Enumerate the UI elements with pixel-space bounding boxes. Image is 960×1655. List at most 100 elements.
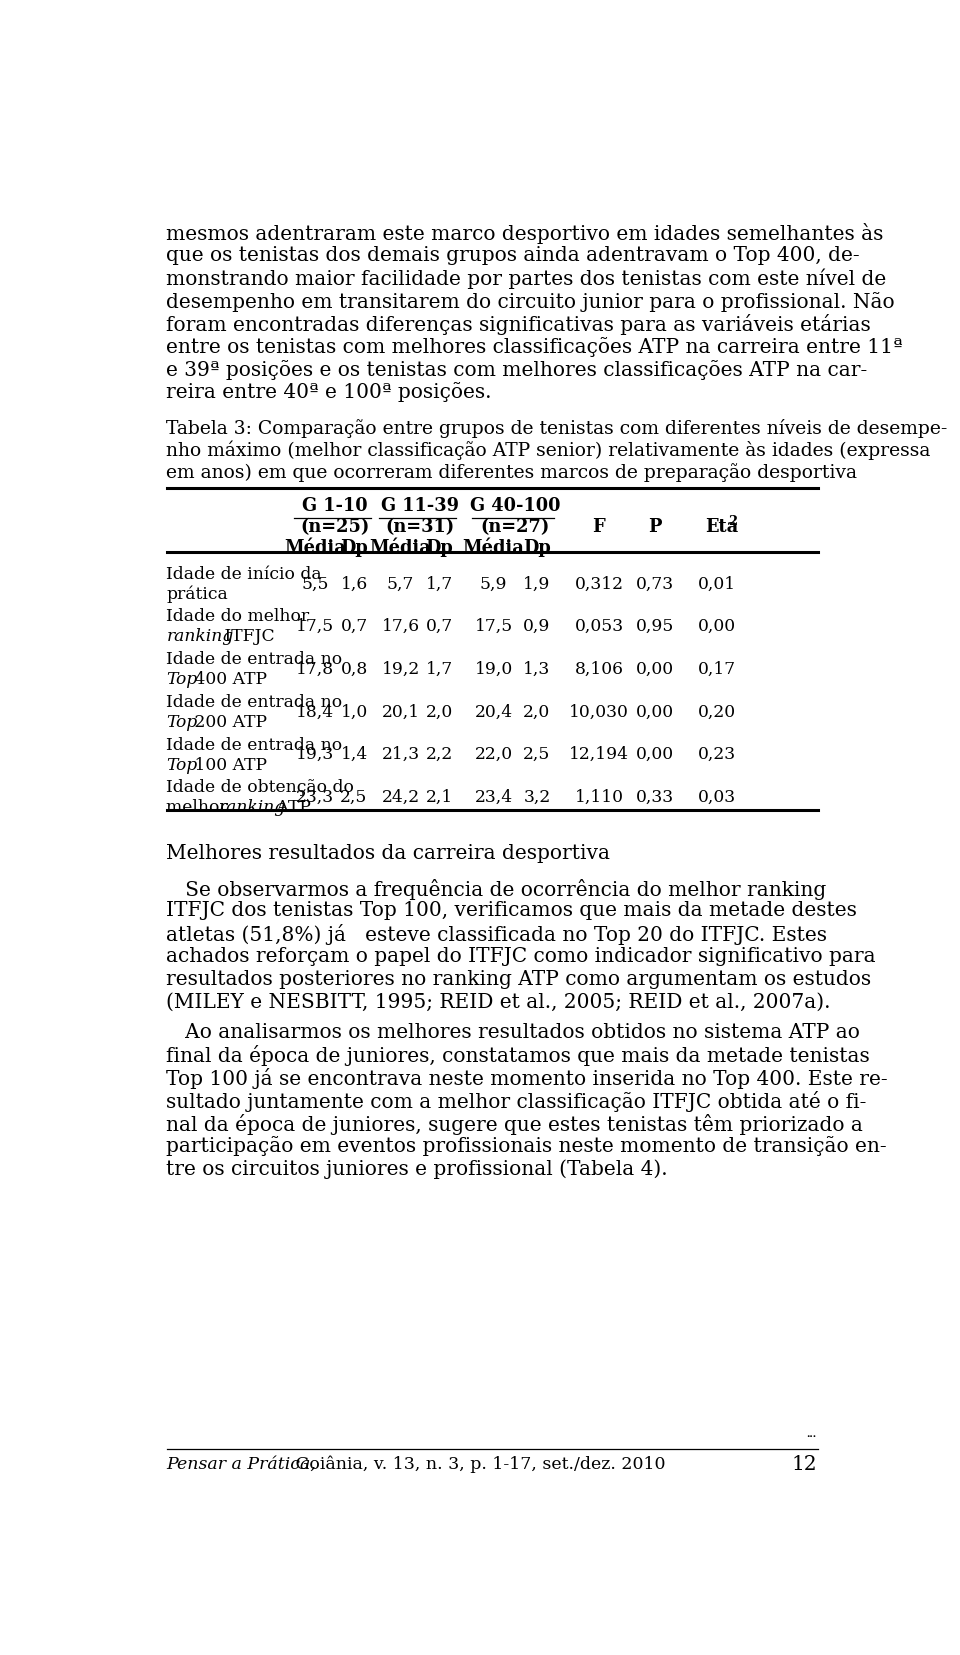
Text: 0,17: 0,17 — [698, 660, 735, 677]
Text: participação em eventos profissionais neste momento de transição en-: participação em eventos profissionais ne… — [166, 1135, 887, 1155]
Text: 17,5: 17,5 — [474, 617, 513, 636]
Text: 1,7: 1,7 — [425, 574, 453, 592]
Text: 17,5: 17,5 — [297, 617, 334, 636]
Text: Idade de entrada no: Idade de entrada no — [166, 650, 343, 667]
Text: 2,5: 2,5 — [523, 746, 551, 763]
Text: Idade do melhor: Idade do melhor — [166, 607, 310, 626]
Text: 0,20: 0,20 — [698, 703, 735, 720]
Text: e 39ª posições e os tenistas com melhores classificações ATP na car-: e 39ª posições e os tenistas com melhore… — [166, 359, 868, 379]
Text: Top: Top — [166, 670, 198, 687]
Text: Melhores resultados da carreira desportiva: Melhores resultados da carreira desporti… — [166, 842, 611, 862]
Text: nho máximo (melhor classificação ATP senior) relativamente às idades (expressa: nho máximo (melhor classificação ATP sen… — [166, 440, 931, 460]
Text: 1,6: 1,6 — [341, 574, 368, 592]
Text: entre os tenistas com melhores classificações ATP na carreira entre 11ª: entre os tenistas com melhores classific… — [166, 336, 903, 357]
Text: 19,2: 19,2 — [381, 660, 420, 677]
Text: G 1-10: G 1-10 — [301, 496, 368, 515]
Text: 24,2: 24,2 — [381, 788, 420, 806]
Text: G 11-39: G 11-39 — [381, 496, 459, 515]
Text: 400 ATP: 400 ATP — [189, 670, 267, 687]
Text: final da época de juniores, constatamos que mais da metade tenistas: final da época de juniores, constatamos … — [166, 1044, 871, 1066]
Text: Top 100 já se encontrava neste momento inserida no Top 400. Este re-: Top 100 já se encontrava neste momento i… — [166, 1067, 888, 1089]
Text: Idade de entrada no: Idade de entrada no — [166, 693, 343, 710]
Text: 12,194: 12,194 — [569, 746, 629, 763]
Text: Tabela 3: Comparação entre grupos de tenistas com diferentes níveis de desempe-: Tabela 3: Comparação entre grupos de ten… — [166, 419, 948, 437]
Text: P: P — [648, 518, 661, 536]
Text: (n=27): (n=27) — [481, 518, 550, 536]
Text: atletas (51,8%) já   esteve classificada no Top 20 do ITFJC. Estes: atletas (51,8%) já esteve classificada n… — [166, 923, 828, 945]
Text: 0,73: 0,73 — [636, 574, 674, 592]
Text: Eta: Eta — [706, 518, 738, 536]
Text: Se observarmos a frequência de ocorrência do melhor ranking: Se observarmos a frequência de ocorrênci… — [166, 879, 827, 899]
Text: Média: Média — [370, 538, 431, 556]
Text: Top: Top — [166, 756, 198, 773]
Text: 19,0: 19,0 — [474, 660, 513, 677]
Text: 20,1: 20,1 — [381, 703, 420, 720]
Text: 0,312: 0,312 — [574, 574, 623, 592]
Text: 1,9: 1,9 — [523, 574, 551, 592]
Text: 2,1: 2,1 — [425, 788, 453, 806]
Text: ranking: ranking — [219, 799, 286, 816]
Text: monstrando maior facilidade por partes dos tenistas com este nível de: monstrando maior facilidade por partes d… — [166, 268, 887, 290]
Text: Dp: Dp — [425, 538, 453, 556]
Text: 5,9: 5,9 — [480, 574, 507, 592]
Text: 3,2: 3,2 — [523, 788, 551, 806]
Text: 0,33: 0,33 — [636, 788, 674, 806]
Text: 0,01: 0,01 — [698, 574, 735, 592]
Text: 0,00: 0,00 — [698, 617, 735, 636]
Text: 8,106: 8,106 — [574, 660, 623, 677]
Text: 12: 12 — [792, 1455, 818, 1473]
Text: 2,5: 2,5 — [341, 788, 368, 806]
Text: 0,00: 0,00 — [636, 746, 674, 763]
Text: ATP: ATP — [271, 799, 310, 816]
Text: Idade de entrada no: Idade de entrada no — [166, 736, 343, 753]
Text: resultados posteriores no ranking ATP como argumentam os estudos: resultados posteriores no ranking ATP co… — [166, 970, 872, 988]
Text: achados reforçam o papel do ITFJC como indicador significativo para: achados reforçam o papel do ITFJC como i… — [166, 947, 876, 965]
Text: 100 ATP: 100 ATP — [189, 756, 267, 773]
Text: 2,0: 2,0 — [523, 703, 551, 720]
Text: 10,030: 10,030 — [569, 703, 629, 720]
Text: 1,110: 1,110 — [574, 788, 623, 806]
Text: sultado juntamente com a melhor classificação ITFJC obtida até o fi-: sultado juntamente com a melhor classifi… — [166, 1091, 867, 1111]
Text: 1,7: 1,7 — [425, 660, 453, 677]
Text: ...: ... — [805, 1428, 816, 1438]
Text: ITFJC dos tenistas Top 100, verificamos que mais da metade destes: ITFJC dos tenistas Top 100, verificamos … — [166, 900, 857, 920]
Text: Top: Top — [166, 713, 198, 730]
Text: Idade de início da: Idade de início da — [166, 566, 323, 583]
Text: Média: Média — [284, 538, 347, 556]
Text: Média: Média — [463, 538, 524, 556]
Text: tre os circuitos juniores e profissional (Tabela 4).: tre os circuitos juniores e profissional… — [166, 1158, 668, 1178]
Text: 22,0: 22,0 — [474, 746, 513, 763]
Text: 5,7: 5,7 — [387, 574, 414, 592]
Text: F: F — [592, 518, 606, 536]
Text: 2,2: 2,2 — [425, 746, 453, 763]
Text: 0,23: 0,23 — [698, 746, 735, 763]
Text: 1,3: 1,3 — [523, 660, 551, 677]
Text: 0,7: 0,7 — [341, 617, 368, 636]
Text: Dp: Dp — [340, 538, 368, 556]
Text: melhor: melhor — [166, 799, 233, 816]
Text: 17,6: 17,6 — [381, 617, 420, 636]
Text: 2: 2 — [728, 515, 737, 528]
Text: 23,4: 23,4 — [474, 788, 513, 806]
Text: G 40-100: G 40-100 — [470, 496, 561, 515]
Text: 0,053: 0,053 — [574, 617, 623, 636]
Text: 5,5: 5,5 — [301, 574, 329, 592]
Text: 17,8: 17,8 — [297, 660, 334, 677]
Text: mesmos adentraram este marco desportivo em idades semelhantes às: mesmos adentraram este marco desportivo … — [166, 223, 884, 245]
Text: Pensar a Prática,: Pensar a Prática, — [166, 1455, 317, 1471]
Text: 21,3: 21,3 — [381, 746, 420, 763]
Text: nal da época de juniores, sugere que estes tenistas têm priorizado a: nal da época de juniores, sugere que est… — [166, 1112, 863, 1134]
Text: Goiânia, v. 13, n. 3, p. 1-17, set./dez. 2010: Goiânia, v. 13, n. 3, p. 1-17, set./dez.… — [290, 1455, 665, 1471]
Text: 20,4: 20,4 — [474, 703, 513, 720]
Text: Ao analisarmos os melhores resultados obtidos no sistema ATP ao: Ao analisarmos os melhores resultados ob… — [166, 1023, 860, 1041]
Text: 0,00: 0,00 — [636, 660, 674, 677]
Text: foram encontradas diferenças significativas para as variáveis etárias: foram encontradas diferenças significati… — [166, 314, 872, 334]
Text: (n=31): (n=31) — [385, 518, 454, 536]
Text: 0,03: 0,03 — [698, 788, 735, 806]
Text: (MILEY e NESBITT, 1995; REID et al., 2005; REID et al., 2007a).: (MILEY e NESBITT, 1995; REID et al., 200… — [166, 991, 831, 1011]
Text: ITFJC: ITFJC — [219, 627, 275, 645]
Text: 0,95: 0,95 — [636, 617, 674, 636]
Text: 1,0: 1,0 — [341, 703, 368, 720]
Text: (n=25): (n=25) — [300, 518, 370, 536]
Text: 0,00: 0,00 — [636, 703, 674, 720]
